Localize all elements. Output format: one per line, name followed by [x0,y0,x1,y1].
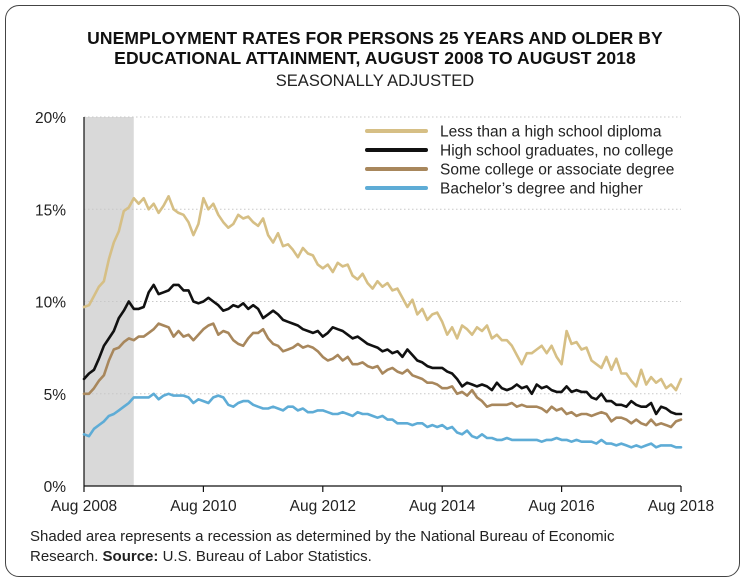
x-tick-label: Aug 2014 [409,498,476,515]
y-tick-label: 15% [35,202,66,219]
y-tick-label: 10% [35,295,66,312]
footnote-line-1: Shaded area represents a recession as de… [30,528,615,545]
series-lines [82,195,683,449]
x-tick-label: Aug 2016 [528,498,594,515]
chart-title: UNEMPLOYMENT RATES FOR PERSONS 25 YEARS … [0,28,750,68]
legend-label-1: Less than a high school diploma [440,124,662,141]
series-line-3 [82,322,683,429]
legend-label-2: High school graduates, no college [440,143,674,160]
footnote-line-2: Research. Source: U.S. Bureau of Labor S… [30,547,730,567]
y-tick-label: 20% [35,110,66,127]
x-axis-tick-labels: Aug 2008 Aug 2010 Aug 2012 Aug 2014 Aug 2016… [51,498,714,515]
source-label: Source: [102,548,159,565]
chart-title-line-1: UNEMPLOYMENT RATES FOR PERSONS 25 YEARS … [87,28,663,48]
x-tick-label: Aug 2018 [648,498,714,515]
source-text: U.S. Bureau of Labor Statistics. [158,548,372,565]
chart-subtitle: SEASONALLY ADJUSTED [275,72,475,90]
axes [83,117,682,492]
series-line-4 [82,392,683,449]
chart-title-line-2: EDUCATIONAL ATTAINMENT, AUGUST 2008 TO A… [114,48,636,68]
chart-footnote: Shaded area represents a recession as de… [30,527,730,567]
legend-label-3: Some college or associate degree [440,162,674,179]
x-tick-label: Aug 2012 [290,498,356,515]
y-axis-tick-labels: 0% 5% 10% 15% 20% [35,110,66,496]
y-tick-label: 5% [44,387,67,404]
series-line-1 [82,195,683,392]
series-line-2 [82,283,683,416]
legend: Less than a high school diploma High scho… [365,124,674,198]
legend-label-4: Bachelor’s degree and higher [440,181,643,198]
x-tick-label: Aug 2010 [170,498,237,515]
y-tick-label: 0% [44,479,67,496]
x-tick-label: Aug 2008 [51,498,117,515]
gridlines [84,116,681,395]
footnote-research: Research. [30,548,103,565]
